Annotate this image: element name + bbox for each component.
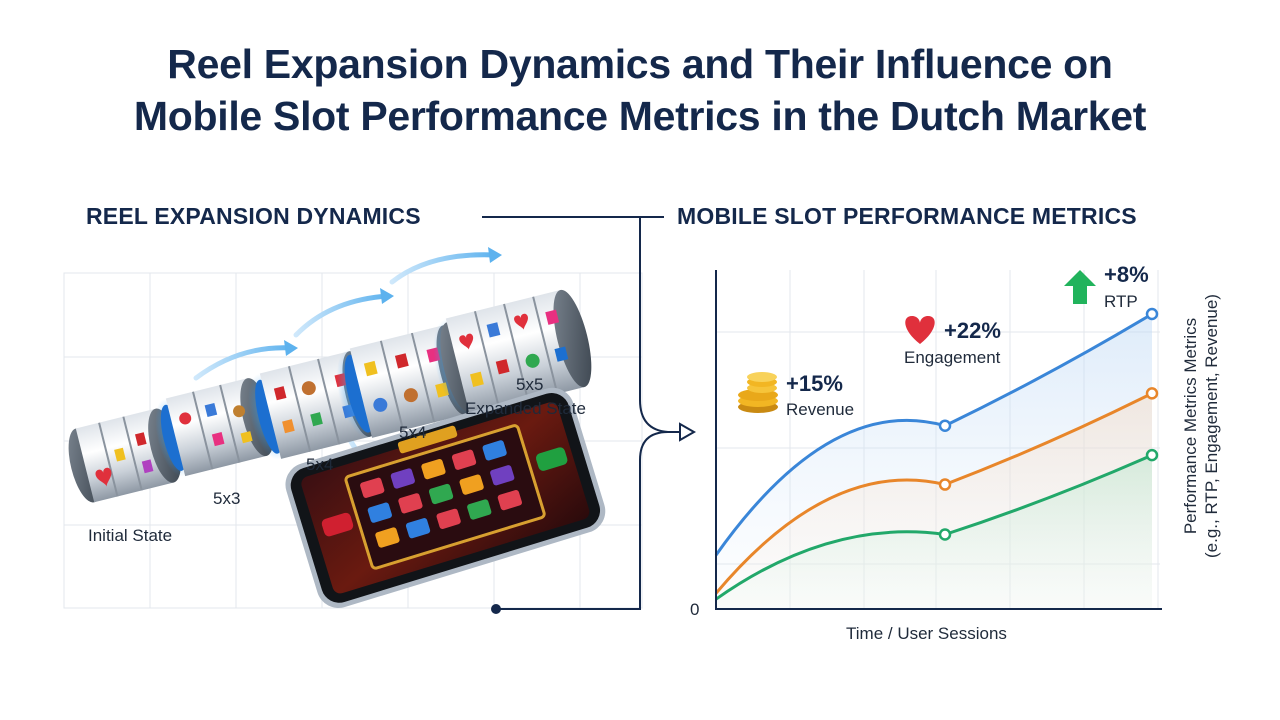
connector-lines xyxy=(482,216,688,610)
x-axis-label: Time / User Sessions xyxy=(846,624,1007,643)
stage-label-5x4-a: 5x4 xyxy=(306,455,334,474)
stage-label-5x4-b: 5x4 xyxy=(399,423,427,442)
reel-stage-5x5 xyxy=(433,289,592,416)
heart-icon xyxy=(905,316,935,344)
engagement-label: Engagement xyxy=(904,348,1001,367)
reel-expansion-heading: REEL EXPANSION DYNAMICS xyxy=(86,203,421,229)
title-line-1: Reel Expansion Dynamics and Their Influe… xyxy=(167,41,1113,87)
y-origin-label: 0 xyxy=(690,600,700,619)
point-rtp-1 xyxy=(938,419,952,432)
smartphone-illustration xyxy=(285,387,606,608)
point-revenue-2 xyxy=(1145,448,1159,462)
title-line-2: Mobile Slot Performance Metrics in the D… xyxy=(133,93,1147,139)
rtp-label: RTP xyxy=(1104,292,1138,311)
engagement-value: +22% xyxy=(944,318,1001,343)
coins-icon xyxy=(738,372,778,413)
rtp-value: +8% xyxy=(1104,262,1149,287)
page-title: Reel Expansion Dynamics and Their Influe… xyxy=(0,38,1280,142)
point-engagement-2 xyxy=(1145,387,1159,400)
point-engagement-1 xyxy=(938,478,952,491)
revenue-label: Revenue xyxy=(786,400,855,419)
stage-label-initial: Initial State xyxy=(88,526,173,545)
performance-metrics-heading: MOBILE SLOT PERFORMANCE METRICS xyxy=(677,203,1137,229)
connector-arrowhead xyxy=(679,422,697,442)
area-revenue xyxy=(716,455,1152,608)
chart-series-layer xyxy=(714,307,1159,608)
point-revenue-1 xyxy=(938,528,952,541)
stage-label-5x5: 5x5 xyxy=(516,375,544,394)
stage-sublabel-expanded: Expanded State xyxy=(465,399,586,418)
y-axis-label-line-1: Performance Metrics Metrics xyxy=(1181,317,1200,535)
revenue-value: +15% xyxy=(786,371,843,396)
point-rtp-2 xyxy=(1145,307,1159,321)
stage-label-5x3: 5x3 xyxy=(213,489,241,508)
y-axis-label: Performance Metrics Metrics (e.g., RTP, … xyxy=(1180,276,1222,576)
up-arrow-icon xyxy=(1064,270,1096,304)
connector-dot xyxy=(491,604,501,614)
y-axis-label-line-2: (e.g., RTP, Engagement, Revenue) xyxy=(1202,294,1221,558)
